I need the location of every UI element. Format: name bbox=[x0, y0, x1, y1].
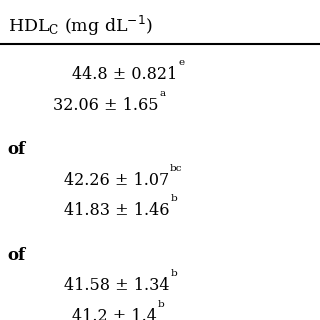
Text: b: b bbox=[158, 300, 165, 309]
Text: of: of bbox=[8, 141, 26, 158]
Text: e: e bbox=[179, 58, 185, 67]
Text: 32.06 ± 1.65: 32.06 ± 1.65 bbox=[53, 97, 158, 114]
Text: 42.26 ± 1.07: 42.26 ± 1.07 bbox=[64, 172, 169, 189]
Text: 41.83 ± 1.46: 41.83 ± 1.46 bbox=[64, 203, 169, 220]
Text: 41.2 ± 1.4: 41.2 ± 1.4 bbox=[72, 308, 157, 320]
Text: of: of bbox=[8, 247, 26, 264]
Text: HDL$_{\mathregular{C}}$ (mg dL$^{-1}$): HDL$_{\mathregular{C}}$ (mg dL$^{-1}$) bbox=[8, 14, 152, 38]
Text: b: b bbox=[170, 269, 177, 278]
Text: bc: bc bbox=[170, 164, 183, 173]
Text: a: a bbox=[159, 89, 165, 98]
Text: b: b bbox=[170, 195, 177, 204]
Text: 44.8 ± 0.821: 44.8 ± 0.821 bbox=[72, 66, 178, 83]
Text: 41.58 ± 1.34: 41.58 ± 1.34 bbox=[64, 277, 169, 294]
